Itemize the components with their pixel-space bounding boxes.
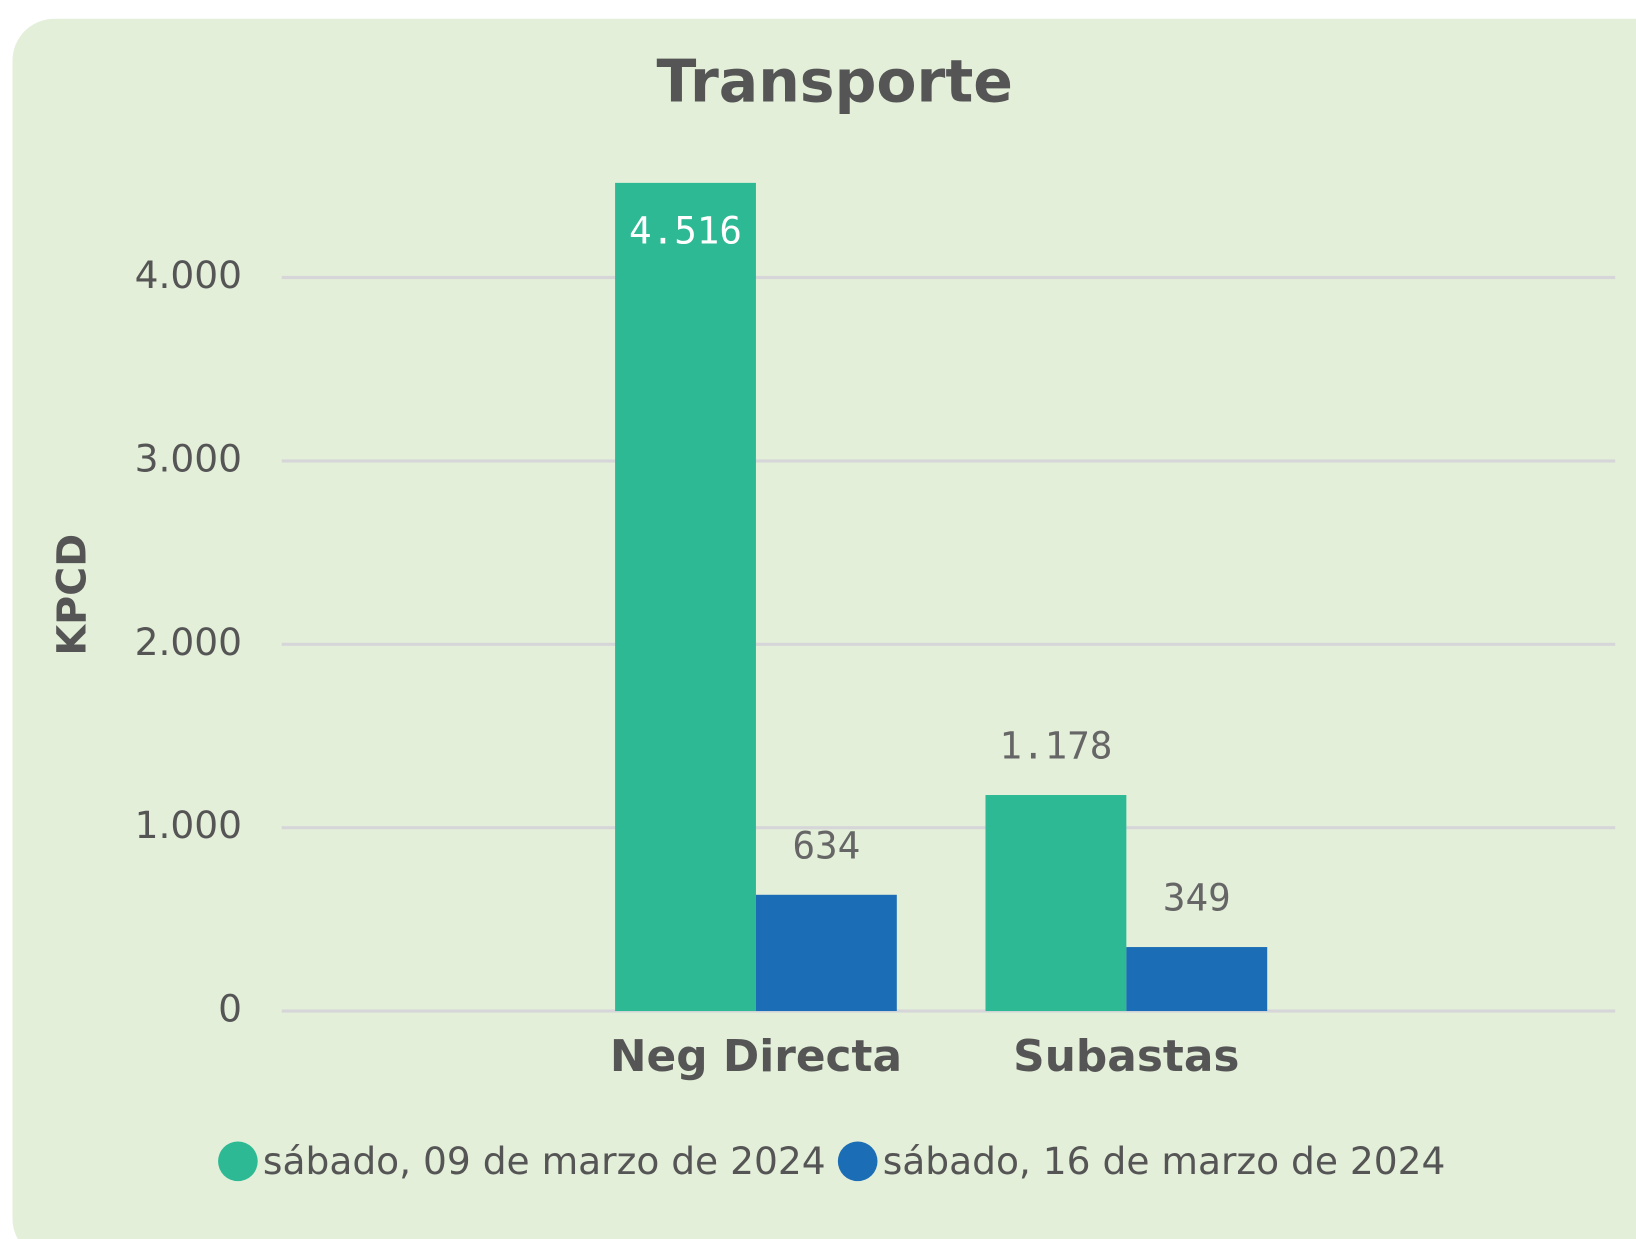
data-label: 4.516 bbox=[629, 208, 742, 252]
chart-title: Transporte bbox=[657, 48, 1013, 116]
y-axis-title: KPCD bbox=[50, 534, 96, 656]
bar bbox=[1126, 947, 1268, 1012]
y-tick-label: 2.000 bbox=[135, 620, 243, 664]
y-tick-label: 0 bbox=[218, 987, 242, 1031]
legend-marker bbox=[837, 1141, 878, 1182]
x-tick-label: Subastas bbox=[1013, 1031, 1239, 1082]
card-background bbox=[12, 18, 1636, 1239]
data-label: 349 bbox=[1163, 876, 1231, 920]
data-label: 634 bbox=[792, 823, 860, 867]
legend-label: sábado, 09 de marzo de 2024 bbox=[263, 1139, 826, 1183]
x-tick-label: Neg Directa bbox=[610, 1031, 902, 1082]
data-label: 1.178 bbox=[999, 724, 1112, 768]
legend-label: sábado, 16 de marzo de 2024 bbox=[883, 1139, 1446, 1183]
y-tick-label: 4.000 bbox=[135, 253, 243, 297]
y-tick-label: 3.000 bbox=[135, 436, 243, 480]
bar bbox=[985, 795, 1127, 1012]
chart-body: Transporte KPCD 0 1.000 2.000 3.000 4.000 Neg… bbox=[12, 18, 1636, 1239]
y-tick-label: 1.000 bbox=[135, 803, 243, 847]
bar bbox=[755, 894, 897, 1012]
legend-marker bbox=[218, 1141, 258, 1182]
bar bbox=[615, 182, 756, 1012]
